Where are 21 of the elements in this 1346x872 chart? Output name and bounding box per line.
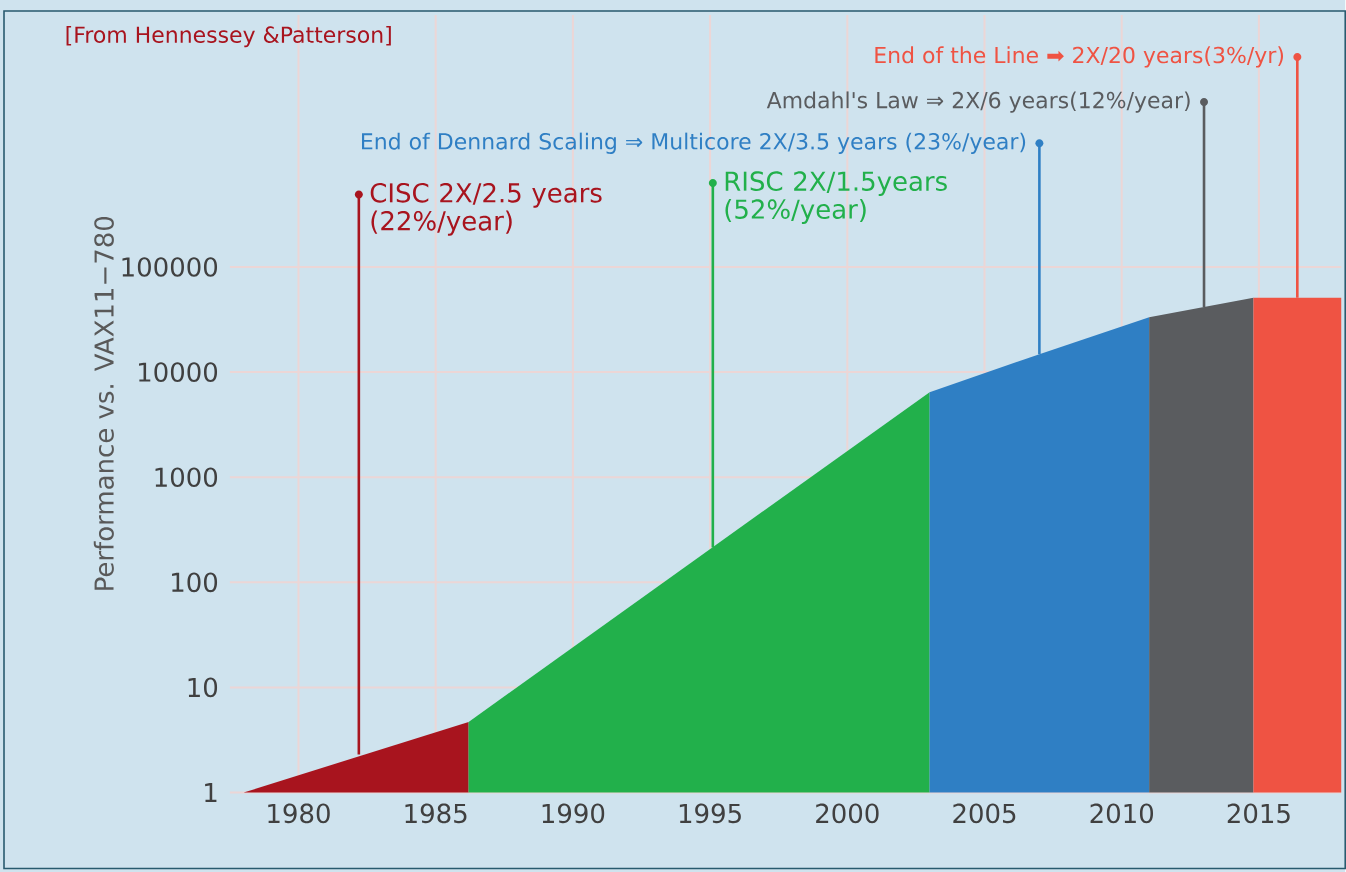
x-tick-label: 1995 <box>679 803 741 824</box>
annotation: CISC 2X/2.5 years (22%/year) <box>370 182 602 236</box>
annotation: End of the Line ➡ 2X/20 years(3%/yr) <box>875 46 1284 68</box>
x-tick-label: 1980 <box>268 803 330 824</box>
annotation: RISC 2X/1.5years (52%/year) <box>725 171 947 224</box>
x-tick-label: 2000 <box>816 803 879 824</box>
y-axis-title: Performance vs. VAX11−780 <box>93 216 114 590</box>
annotation: End of Dennard Scaling ⇒ Multicore 2X/3.5 years (23%/year) <box>362 132 1026 154</box>
y-tick-label: 1 <box>205 782 217 802</box>
y-tick-label: 10 <box>188 677 218 698</box>
y-tick-label: 100 <box>172 572 218 592</box>
y-tick-label: 100000 <box>122 256 218 277</box>
y-tick-label: 10000 <box>139 362 218 382</box>
x-tick-label: 2005 <box>953 803 1016 824</box>
y-tick-label: 1000 <box>155 467 218 487</box>
x-tick-label: 1985 <box>405 803 467 824</box>
annotation: [From Hennessey &Patterson] <box>66 25 391 47</box>
x-tick-label: 1990 <box>542 803 605 824</box>
x-tick-label: 2010 <box>1090 803 1154 824</box>
annotation: Amdahl's Law ⇒ 2X/6 years(12%/year) <box>766 91 1190 113</box>
x-tick-label: 2015 <box>1227 803 1290 824</box>
